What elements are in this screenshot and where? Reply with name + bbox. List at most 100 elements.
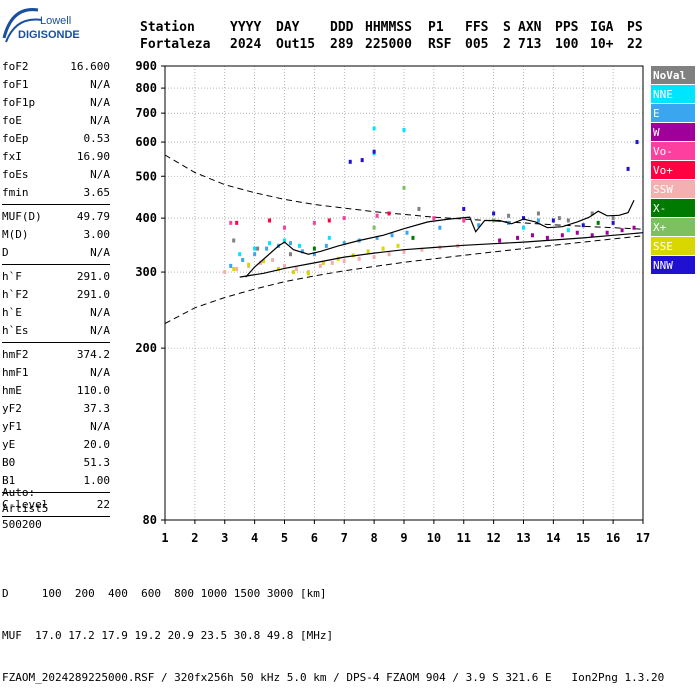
x-tick-label: 5	[281, 531, 288, 545]
param-name: yF2	[2, 402, 22, 415]
trace-line-lower	[239, 232, 644, 278]
x-tick-label: 11	[457, 531, 471, 545]
auto-program: Artist5	[2, 502, 49, 515]
param-row: foF2 16.600	[2, 58, 110, 76]
header-value: 100	[555, 37, 579, 52]
x-tick-label: 6	[311, 531, 318, 545]
echo-point	[268, 241, 272, 246]
legend-swatch	[651, 66, 695, 84]
auto-scaling-info: Auto: Artist5 500200	[2, 485, 48, 533]
echo-point	[232, 238, 236, 243]
echo-point	[372, 149, 376, 154]
echo-point	[306, 271, 310, 276]
x-tick-label: 8	[371, 531, 378, 545]
echo-point	[590, 211, 594, 216]
echo-point	[342, 241, 346, 246]
x-tick-label: 16	[606, 531, 620, 545]
param-divider	[2, 492, 110, 493]
footer-muf-row: MUF 17.0 17.2 17.9 19.2 20.9 23.5 30.8 4…	[2, 629, 334, 642]
echo-point	[536, 218, 540, 223]
echo-point	[268, 218, 272, 223]
param-divider	[2, 342, 110, 343]
header-label: DDD	[330, 20, 354, 35]
header-label: DAY	[276, 20, 300, 35]
echo-point	[253, 252, 257, 257]
echo-point	[492, 211, 496, 216]
param-row: yE 20.0	[2, 436, 110, 454]
header-value: 22	[627, 37, 643, 52]
echo-point	[283, 238, 286, 243]
echo-point	[432, 216, 436, 221]
y-tick-label: 400	[135, 211, 157, 225]
param-name: h`E	[2, 306, 22, 319]
legend-swatch	[651, 180, 695, 198]
param-name: hmF2	[2, 348, 29, 361]
echo-point	[417, 206, 421, 211]
echo-point	[300, 249, 304, 254]
param-value: 0.53	[83, 132, 111, 145]
param-row: foE N/A	[2, 112, 110, 130]
echo-point	[498, 238, 502, 243]
param-name: B1	[2, 474, 16, 487]
echo-point	[462, 206, 466, 211]
echo-point	[611, 220, 615, 225]
echo-point	[372, 255, 376, 260]
param-value: 51.3	[83, 456, 111, 469]
legend-swatch	[651, 85, 695, 103]
echo-point	[560, 233, 564, 238]
param-value: N/A	[90, 366, 110, 379]
param-row: B1 1.00	[2, 472, 110, 490]
footer-distance-row: D 100 200 400 600 800 1000 1500 3000 [km…	[2, 587, 327, 600]
param-name: MUF(D)	[2, 210, 42, 223]
echo-point	[324, 243, 328, 248]
param-row: h`E N/A	[2, 304, 110, 322]
param-value: 291.0	[76, 270, 110, 283]
echo-point	[342, 216, 346, 221]
header-value: 2024	[230, 37, 262, 52]
param-name: foF2	[2, 60, 29, 73]
legend-swatch	[651, 123, 695, 141]
y-tick-label: 300	[135, 265, 157, 279]
param-value: N/A	[90, 168, 110, 181]
echo-point	[462, 218, 466, 223]
header-value: Out15	[276, 37, 316, 52]
legend-swatch	[651, 161, 695, 179]
x-tick-label: 1	[161, 531, 168, 545]
echo-point	[632, 225, 636, 230]
x-tick-label: 2	[191, 531, 198, 545]
param-value: N/A	[90, 78, 110, 91]
echo-point	[402, 185, 406, 190]
echo-point	[241, 257, 245, 262]
echo-point	[291, 270, 295, 275]
param-name: foF1	[2, 78, 29, 91]
echo-point	[566, 218, 570, 223]
param-value: 49.79	[76, 210, 110, 223]
echo-point	[271, 257, 275, 262]
x-tick-label: 15	[576, 531, 590, 545]
param-name: h`F2	[2, 288, 29, 301]
param-name: yE	[2, 438, 16, 451]
echo-point	[327, 218, 331, 223]
echo-point	[312, 220, 316, 225]
echo-point	[259, 260, 263, 265]
x-tick-label: 12	[486, 531, 500, 545]
ionogram-parameters: foF2 16.600 foF1 N/A foF1p N/A foE N/A foEp 0.53 f…	[2, 58, 110, 520]
footer-file-info: FZAOM_2024289225000.RSF / 320fx256h 50 k…	[2, 671, 665, 684]
param-value: 3.65	[83, 186, 111, 199]
echo-point	[581, 223, 585, 228]
param-row: D N/A	[2, 244, 110, 262]
footer: D 100 200 400 600 800 1000 1500 3000 [km…	[2, 559, 664, 699]
echo-point	[318, 263, 322, 268]
param-name: hmE	[2, 384, 22, 397]
echo-point	[247, 262, 251, 267]
echo-point	[283, 225, 286, 230]
y-tick-label: 900	[135, 59, 157, 73]
header-label: IGA	[590, 20, 614, 35]
param-value: 374.2	[76, 348, 110, 361]
header-label: PS	[627, 20, 643, 35]
param-value: 110.0	[76, 384, 110, 397]
echo-point	[387, 252, 391, 257]
header-label: Station	[140, 20, 195, 35]
echo-point	[321, 260, 325, 265]
param-row: foEs N/A	[2, 166, 110, 184]
